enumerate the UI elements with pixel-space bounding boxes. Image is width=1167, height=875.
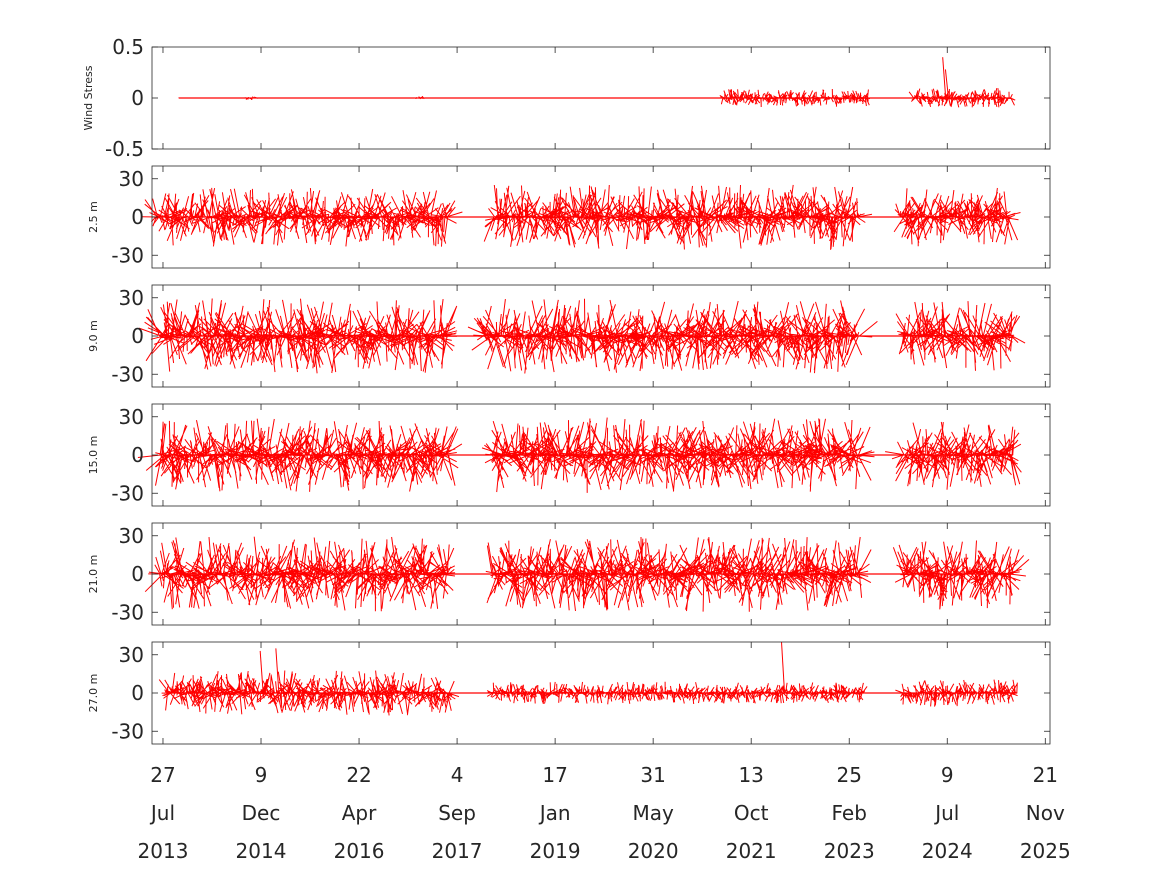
y-tick-label: 30 [119, 643, 144, 667]
y-tick-label: 0.5 [112, 35, 144, 59]
x-tick-label-month: Dec [242, 801, 281, 825]
stick-peak [259, 650, 264, 694]
x-tick-label-day: 21 [1033, 763, 1058, 787]
panel-3: -30 0 30 9.0 m [87, 284, 1051, 388]
stick-series [895, 301, 1026, 371]
stick-peak [942, 57, 947, 99]
panel-2: -30 0 30 2.5 m [87, 165, 1051, 269]
x-tick-label-year: 2024 [922, 839, 973, 863]
data-sticks [144, 536, 1030, 612]
x-tick-label-month: May [632, 801, 674, 825]
y-tick-label: -30 [111, 362, 144, 386]
panel-1: -0.5 0 0.5 Wind Stress [82, 35, 1051, 161]
y-tick-label: -30 [111, 719, 144, 743]
y-tick-label: 0 [131, 681, 144, 705]
y-tick-label: -30 [111, 243, 144, 267]
y-tick-label: -30 [111, 481, 144, 505]
stick-series [908, 88, 1016, 108]
x-tick-label-day: 17 [542, 763, 567, 787]
y-tick-label: 0 [131, 562, 144, 586]
stick-series [414, 96, 425, 100]
y-axis-label: 21.0 m [87, 555, 100, 594]
y-axis-label: Wind Stress [82, 65, 95, 130]
stick-peak [781, 641, 786, 694]
stick-series [719, 88, 871, 108]
stick-series [483, 184, 873, 250]
stick-series [486, 681, 868, 705]
x-tick-label-year: 2023 [824, 839, 875, 863]
stick-series [141, 187, 463, 247]
x-tick-label-day: 22 [346, 763, 371, 787]
x-tick-label-year: 2017 [432, 839, 483, 863]
x-tick-label-year: 2020 [628, 839, 679, 863]
data-sticks [141, 184, 1021, 250]
x-tick-label-month: Apr [342, 801, 377, 825]
y-tick-label: 0 [131, 205, 144, 229]
x-tick-label-month: Oct [734, 801, 769, 825]
x-tick-label-month: Nov [1026, 801, 1065, 825]
x-tick-label-day: 9 [941, 763, 954, 787]
y-tick-label: -30 [111, 600, 144, 624]
x-tick-label-month: Jan [538, 801, 571, 825]
panel-6: -30 0 30 27.0 m [87, 641, 1051, 745]
x-tick-label-day: 31 [640, 763, 665, 787]
y-axis-label: 27.0 m [87, 674, 100, 713]
x-tick-label-year: 2025 [1020, 839, 1071, 863]
x-axis-labels: 27 Jul 2013 9 Dec 2014 22 Apr 2016 4 Sep 2017 17 Jan 2… [138, 763, 1071, 863]
y-axis-label: 2.5 m [87, 201, 100, 233]
y-axis-label: 15.0 m [87, 436, 100, 475]
y-tick-label: 0 [131, 443, 144, 467]
y-axis-label: 9.0 m [87, 320, 100, 352]
stick-series [892, 540, 1030, 610]
x-tick-label-year: 2019 [530, 839, 581, 863]
x-tick-label-year: 2016 [334, 839, 385, 863]
stick-peak [944, 69, 949, 99]
stick-series [893, 187, 1021, 247]
stick-series [423, 97, 722, 99]
panel-4: -30 0 30 15.0 m [87, 403, 1051, 507]
x-tick-label-day: 25 [836, 763, 861, 787]
stick-series [158, 670, 460, 716]
x-tick-label-year: 2021 [726, 839, 777, 863]
y-tick-label: 30 [119, 524, 144, 548]
data-sticks [178, 57, 1016, 108]
stick-series [481, 417, 875, 493]
stick-series [895, 679, 1018, 707]
data-sticks [137, 417, 1022, 493]
y-tick-label: 30 [119, 405, 144, 429]
data-sticks [138, 298, 1026, 374]
x-tick-label-month: Sep [438, 801, 476, 825]
stick-series [137, 418, 463, 492]
panel-5: -30 0 30 21.0 m [87, 522, 1051, 626]
stick-series [244, 96, 258, 100]
data-sticks [158, 641, 1018, 716]
x-tick-label-month: Jul [933, 801, 959, 825]
stick-series [485, 536, 872, 612]
x-tick-label-year: 2013 [138, 839, 189, 863]
x-tick-label-year: 2014 [236, 839, 287, 863]
y-tick-label: 0 [131, 86, 144, 110]
stick-series [885, 421, 1022, 490]
stick-series [178, 97, 246, 99]
x-tick-label-day: 9 [255, 763, 268, 787]
stick-peak [275, 648, 280, 694]
y-tick-label: -0.5 [105, 137, 144, 161]
x-tick-label-month: Jul [149, 801, 175, 825]
y-tick-label: 30 [119, 167, 144, 191]
stick-series [467, 298, 878, 374]
x-tick-label-month: Feb [832, 801, 867, 825]
x-tick-label-day: 27 [150, 763, 175, 787]
x-tick-label-day: 13 [738, 763, 763, 787]
stick-series [144, 536, 456, 612]
x-tick-label-day: 4 [451, 763, 464, 787]
y-tick-label: 0 [131, 324, 144, 348]
y-tick-label: 30 [119, 286, 144, 310]
stick-series [138, 298, 463, 374]
